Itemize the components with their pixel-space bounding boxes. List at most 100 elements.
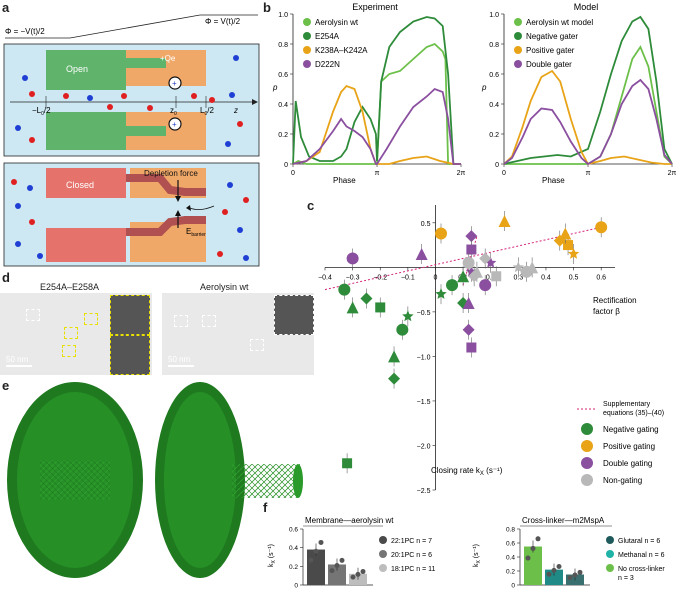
c-y-tick-label: −0.5	[417, 310, 431, 317]
c-x-tick-label: 0.2	[486, 274, 496, 281]
c-x-tick-label: −0.1	[401, 274, 415, 281]
point-0-5	[396, 323, 409, 336]
crosslinker-bar-chart: Cross-linker—m2MspA kX (s⁻¹) 0 0.2 0.4 0.6 0…	[473, 516, 665, 590]
experiment-xlabel: Phase	[333, 176, 356, 185]
legend-k238a: K238A–K242A	[315, 46, 368, 55]
bar-y-tick-label: 0.4	[506, 555, 515, 562]
c-x-tick-label: 0.5	[569, 274, 579, 281]
y-tick-label: 1.0	[278, 12, 288, 19]
axis-left-label: −L0/2	[32, 106, 51, 117]
legend-neg: Negative gating	[603, 425, 659, 434]
point-0-6	[388, 350, 401, 363]
point-3-0	[462, 256, 475, 269]
y-tick-label: 0.2	[278, 132, 288, 139]
closed-lip-top	[126, 174, 206, 196]
f-right-legend-1: Methanal n = 6	[618, 552, 665, 559]
c-x-tick-label: −0.3	[346, 274, 360, 281]
series-line-1	[292, 16, 461, 165]
closing-rate-scatter: −0.4−0.3−0.2−0.100.10.20.30.40.50.60.5−0…	[318, 205, 664, 495]
plus-charge-top	[168, 76, 182, 90]
point-2-6	[462, 296, 475, 309]
ions-open	[15, 55, 243, 147]
open-charge-region-top2	[126, 66, 206, 86]
f-right-ylabel: kX (s⁻¹)	[473, 544, 482, 567]
point-2-4	[485, 256, 497, 268]
f-left-legend-1: 20:1PC n = 6	[391, 552, 432, 559]
c-x-tick-label: 0.4	[541, 274, 551, 281]
point-1-6	[559, 227, 572, 240]
point-2-3	[466, 244, 477, 255]
point-0-8	[342, 458, 353, 469]
y-tick-label: 0.6	[489, 72, 499, 79]
legend-neg-marker	[581, 423, 593, 435]
plus-charge-bottom	[168, 117, 182, 131]
c-x-tick-label: −0.4	[318, 274, 332, 281]
open-pore-bottom-lip	[126, 126, 166, 136]
point-2-9	[465, 265, 478, 277]
y-tick-label: 1.0	[489, 12, 499, 19]
closed-pore-top	[46, 168, 126, 198]
point-2-2	[465, 230, 478, 243]
legend-aerolysin-wt: Aerolysin wt	[315, 18, 359, 27]
phi-right-label: Φ = V(t)/2	[205, 17, 241, 26]
legend-e254a: E254A	[315, 32, 340, 41]
point-0-1	[346, 301, 359, 314]
panel-label-a: a	[2, 0, 10, 15]
em-inset-right	[274, 295, 314, 335]
x-title-1: Rectification	[593, 296, 637, 305]
em-inset-top	[110, 295, 150, 335]
model-line-chart: Model p Phase 0 0.2 0.4 0.6 0.8 1.0 0 π 2π Aerol…	[481, 2, 677, 185]
point-0-3	[375, 302, 386, 313]
x-tick-label: π	[375, 170, 380, 177]
series-line-1	[503, 15, 673, 165]
point-0-9	[435, 288, 447, 299]
c-x-tick-label: 0	[434, 274, 438, 281]
point-1-4	[567, 248, 580, 259]
point-3-6	[526, 261, 539, 274]
closed-pore-bottom	[46, 228, 126, 262]
experiment-legend: Aerolysin wt E254A K238A–K242A D222N	[303, 18, 368, 69]
barrier-label: Ebarrier	[186, 227, 206, 238]
point-0-10	[446, 279, 459, 292]
f-left-title: Membrane—aerolysin wt	[305, 516, 394, 525]
em-left-title: E254A–E258A	[40, 282, 100, 292]
point-2-1	[415, 247, 428, 260]
panel-a-schematic: Φ = −V(t)/2 Φ = V(t)/2 Open +Qe + + −L0/…	[3, 14, 260, 267]
point-3-2	[479, 252, 492, 265]
structure-left	[7, 382, 143, 578]
ions-closed	[11, 179, 249, 261]
legend-fit-1: Supplementary	[603, 401, 651, 408]
legend-d222n: D222N	[315, 60, 340, 69]
x-title-2: factor β	[593, 307, 620, 316]
plus-bottom: +	[172, 120, 177, 129]
panel-label-e: e	[2, 378, 10, 393]
open-pore-top-lip	[126, 58, 166, 68]
bar-dot	[329, 568, 335, 574]
bar-dot	[308, 557, 314, 563]
f-right-legend-0: Glutaral n = 6	[618, 538, 660, 545]
y-tick-label: 0	[495, 162, 499, 169]
f-left-legend: 22:1PC n = 7 20:1PC n = 6 18:1PC n = 11	[379, 536, 436, 573]
bar-dot	[556, 564, 562, 570]
bar-y-tick-label: 0.2	[289, 564, 298, 571]
c-y-tick-label: −2.5	[417, 488, 431, 495]
c-x-tick-label: 0.6	[596, 274, 606, 281]
z-label: z	[233, 106, 238, 115]
y-tick-label: 0.8	[278, 42, 288, 49]
experiment-title: Experiment	[352, 2, 398, 12]
closed-lip-bottom	[126, 216, 206, 236]
y-tick-label: 0.4	[489, 102, 499, 109]
point-3-7	[468, 270, 481, 283]
legend-model-wt: Aerolysin wt model	[526, 18, 593, 27]
open-pore-top	[46, 50, 126, 90]
model-xlabel: Phase	[542, 176, 565, 185]
c-x-tick-label: −0.2	[373, 274, 387, 281]
f-right-title: Cross-linker—m2MspA	[522, 516, 605, 525]
c-y-tick-label: 0.5	[421, 221, 431, 228]
f-right-legend-extra: n = 3	[618, 575, 634, 582]
point-0-11	[457, 270, 470, 283]
c-y-tick-label: −1.5	[417, 399, 431, 406]
series-line-3	[503, 78, 673, 166]
bar-dot	[334, 562, 340, 568]
closed-label: Closed	[66, 180, 94, 190]
